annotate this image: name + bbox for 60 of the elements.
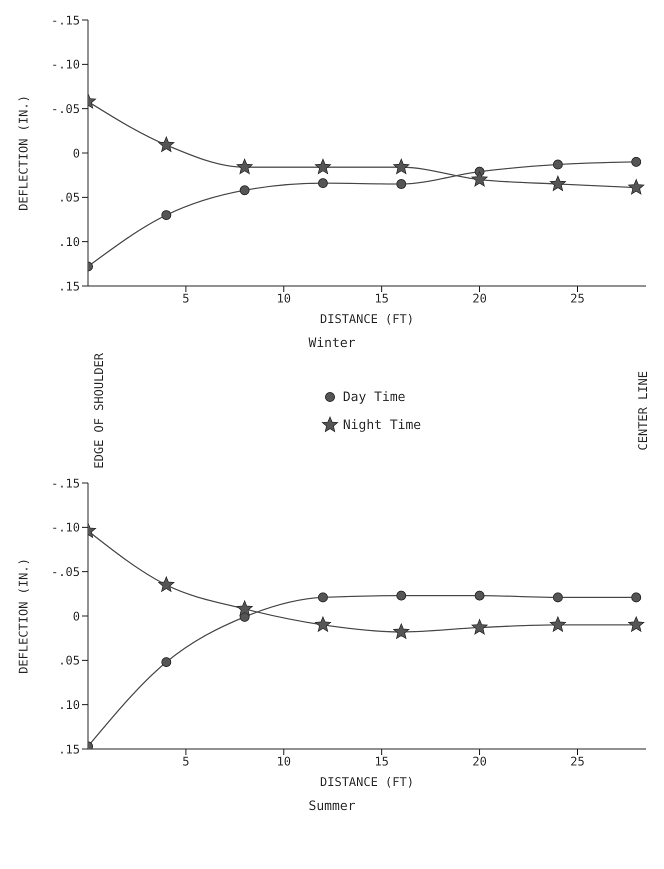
point — [318, 178, 328, 188]
y-tick-label: 0 — [72, 146, 80, 160]
x-tick-label: 15 — [374, 754, 389, 769]
y-tick-label: -.15 — [51, 476, 80, 490]
point — [472, 171, 488, 186]
y-tick-label: .10 — [58, 698, 80, 712]
point — [158, 576, 174, 592]
point — [161, 657, 172, 668]
point — [314, 158, 331, 174]
x-tick-label: 15 — [374, 292, 389, 306]
point — [314, 616, 331, 632]
point — [552, 160, 563, 170]
point — [393, 158, 410, 174]
x-tick-label: 20 — [472, 292, 487, 306]
x-tick-label: 5 — [182, 292, 190, 306]
y-tick-label: .05 — [58, 654, 80, 668]
point — [318, 592, 328, 602]
y-tick-label: -.15 — [51, 13, 80, 28]
point — [552, 592, 563, 602]
y-axis-title: DEFLECTION (IN.) — [16, 95, 30, 211]
x-tick-label: 5 — [182, 754, 190, 769]
point — [158, 136, 174, 152]
y-tick-label: .15 — [58, 742, 80, 756]
y-tick-label: .15 — [58, 279, 80, 294]
y-tick-label: -.05 — [51, 564, 80, 579]
point — [236, 158, 253, 174]
text: CENTER LINE — [636, 371, 650, 451]
point — [474, 590, 485, 601]
point — [631, 156, 642, 167]
point — [240, 185, 250, 196]
point — [396, 179, 406, 190]
point — [550, 616, 566, 632]
point — [161, 210, 172, 220]
point — [628, 616, 644, 632]
x-tick-label: 20 — [472, 754, 487, 769]
point — [628, 179, 644, 194]
point — [631, 592, 642, 602]
y-tick-label: -.10 — [51, 520, 80, 535]
y-tick-label: .05 — [58, 190, 80, 205]
legend-label: Day Time — [342, 390, 406, 404]
x-tick-label: 10 — [276, 754, 292, 769]
x-tick-label: 25 — [570, 754, 585, 769]
x-tick-label: 10 — [276, 292, 292, 306]
y-tick-label: 0 — [72, 609, 80, 624]
y-axis-title: DEFLECTION (IN.) — [16, 558, 30, 674]
text: Summer — [308, 799, 356, 814]
x-tick-label: 25 — [570, 292, 585, 306]
point — [550, 176, 566, 191]
point — [236, 600, 253, 616]
x-axis-title: DISTANCE (FT) — [320, 312, 414, 326]
legend-label: Night Time — [342, 418, 422, 432]
point — [472, 619, 488, 634]
point — [393, 624, 410, 639]
text: Winter — [308, 336, 356, 351]
y-tick-label: .10 — [58, 234, 80, 249]
text: EDGE OF SHOULDER — [92, 353, 106, 469]
point — [396, 590, 406, 601]
x-axis-title: DISTANCE (FT) — [320, 775, 414, 789]
y-tick-label: -.10 — [51, 58, 80, 72]
y-tick-label: -.05 — [51, 102, 80, 116]
